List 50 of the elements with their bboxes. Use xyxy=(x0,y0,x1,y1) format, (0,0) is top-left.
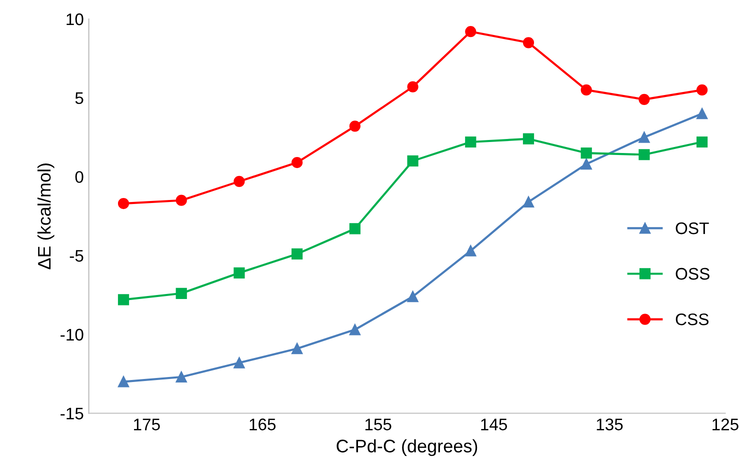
legend-label: OSS xyxy=(676,268,710,280)
point xyxy=(580,84,592,96)
x-axis-title: C-Pd-C (degrees) xyxy=(336,439,478,456)
point xyxy=(118,294,130,306)
x-tick-label: 175 xyxy=(134,418,160,430)
y-axis-title: ΔE (kcal/mol) xyxy=(37,164,54,270)
point xyxy=(638,132,650,143)
y-tick-label: 0 xyxy=(75,171,84,183)
y-tick-label: 5 xyxy=(75,92,84,104)
point xyxy=(234,267,245,278)
y-tick-label: -15 xyxy=(60,408,84,420)
point xyxy=(176,288,187,299)
point xyxy=(349,120,360,132)
point xyxy=(580,147,592,159)
point xyxy=(465,26,476,38)
point xyxy=(407,81,418,92)
x-tick-label: 125 xyxy=(712,418,738,430)
x-tick-label: 145 xyxy=(481,418,507,430)
point xyxy=(465,136,476,148)
point xyxy=(522,37,534,48)
point xyxy=(234,357,245,368)
point xyxy=(292,248,303,260)
point xyxy=(234,176,245,187)
y-tick-label: -5 xyxy=(70,250,84,262)
point xyxy=(176,194,187,206)
point xyxy=(522,133,534,144)
point xyxy=(407,155,418,166)
point xyxy=(118,198,130,210)
legend-label: CSS xyxy=(676,313,709,326)
point xyxy=(349,223,360,234)
point xyxy=(407,290,418,302)
x-tick-label: 165 xyxy=(250,418,276,430)
legend-label: OST xyxy=(676,222,709,234)
x-tick-label: 135 xyxy=(596,418,623,430)
y-tick-label: 10 xyxy=(66,13,84,26)
point xyxy=(696,108,708,120)
point xyxy=(118,376,130,388)
x-tick-label: 155 xyxy=(365,418,392,430)
point xyxy=(696,136,708,148)
point xyxy=(638,149,650,160)
point xyxy=(696,84,708,96)
point xyxy=(580,158,592,170)
point xyxy=(465,245,476,256)
y-tick-label: -10 xyxy=(60,328,84,341)
point xyxy=(292,343,303,354)
point xyxy=(292,156,303,168)
point xyxy=(349,324,360,336)
point xyxy=(176,371,187,383)
point xyxy=(638,94,650,105)
point xyxy=(522,196,534,208)
